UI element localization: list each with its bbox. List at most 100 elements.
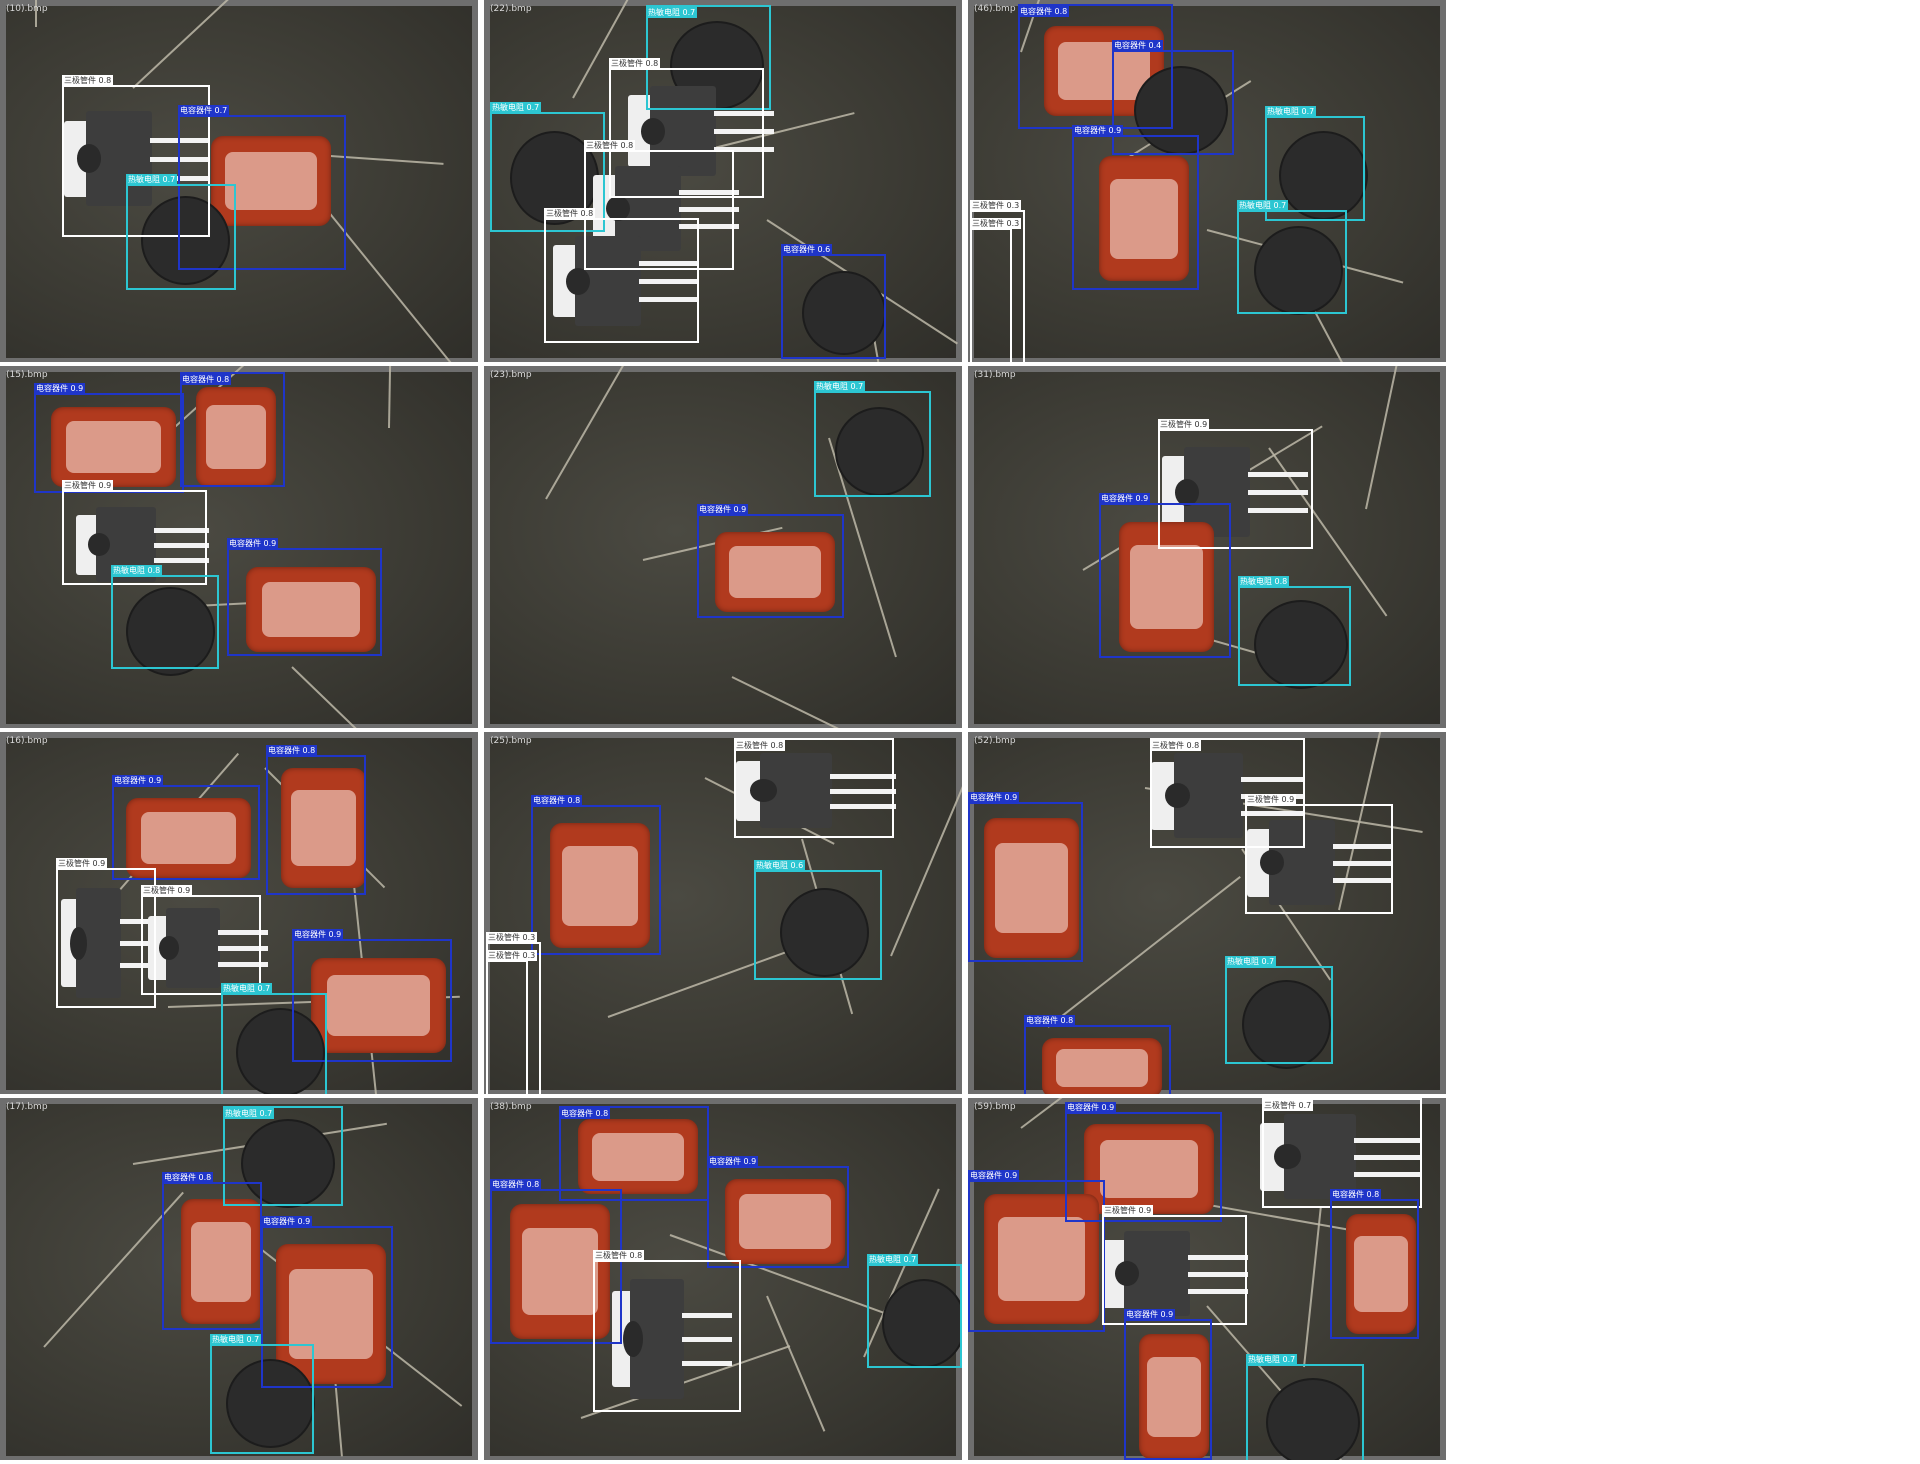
- tile-filename: (38).bmp: [490, 1102, 532, 1112]
- detection-label: 热敏电阻 0.7: [210, 1334, 262, 1345]
- capacitor-part: [1139, 1334, 1209, 1459]
- detection-box[interactable]: 电容器件 0.9: [112, 775, 260, 880]
- capacitor-marking: [141, 812, 236, 864]
- detection-box[interactable]: 电容器件 0.8: [531, 795, 661, 955]
- detection-box[interactable]: 热敏电阻 0.7: [126, 174, 236, 290]
- detection-label: 三极管件 0.9: [1158, 419, 1210, 430]
- detection-box[interactable]: 三极管件 0.8: [62, 75, 210, 237]
- detection-label: 电容器件 0.8: [1018, 6, 1070, 17]
- tile-photo: [974, 0, 1440, 362]
- capacitor-marking: [327, 975, 430, 1036]
- transistor-pin: [1240, 776, 1304, 782]
- transistor-pin: [829, 774, 896, 779]
- detection-box[interactable]: 电容器件 0.7: [178, 105, 346, 270]
- capacitor-part: [984, 1194, 1099, 1324]
- transistor-part: [628, 86, 775, 176]
- detection-box[interactable]: 热敏电阻 0.7: [223, 1106, 343, 1206]
- detection-box[interactable]: 三极管件 0.3: [486, 950, 538, 1094]
- detection-box[interactable]: 三极管件 0.9: [1158, 419, 1313, 549]
- transistor-pin: [1187, 1288, 1249, 1294]
- detection-box[interactable]: 电容器件 0.8: [180, 372, 285, 487]
- capacitor-marking: [289, 1269, 373, 1359]
- transistor-mount-hole: [158, 936, 179, 960]
- transistor-pin: [682, 1312, 732, 1318]
- detection-box[interactable]: 电容器件 0.8: [266, 745, 366, 895]
- detection-box[interactable]: 电容器件 0.8: [162, 1172, 262, 1330]
- capacitor-part: [1042, 1038, 1162, 1094]
- tile-filename: (15).bmp: [6, 370, 48, 380]
- detection-box[interactable]: 热敏电阻 0.7: [646, 5, 771, 110]
- detection-box[interactable]: 热敏电阻 0.7: [210, 1334, 314, 1454]
- detection-box[interactable]: 三极管件 0.9: [56, 858, 156, 1008]
- detection-box[interactable]: 电容器件 0.9: [1099, 493, 1231, 658]
- detection-box[interactable]: 热敏电阻 0.8: [111, 565, 219, 669]
- detection-box[interactable]: 电容器件 0.9: [261, 1216, 393, 1388]
- detection-box[interactable]: 三极管件 0.8: [734, 738, 894, 838]
- detection-box[interactable]: 电容器件 0.9: [34, 383, 184, 493]
- detection-box[interactable]: 电容器件 0.8: [490, 1179, 622, 1344]
- tile-filename: (46).bmp: [974, 4, 1016, 14]
- detection-box[interactable]: 电容器件 0.8: [559, 1106, 709, 1201]
- detection-box[interactable]: 三极管件 0.9: [141, 885, 261, 995]
- detection-box[interactable]: 三极管件 0.8: [544, 208, 699, 343]
- capacitor-marking: [997, 1217, 1086, 1301]
- detection-box[interactable]: 电容器件 0.9: [292, 929, 452, 1062]
- capacitor-part: [211, 136, 331, 226]
- detection-box[interactable]: 电容器件 0.8: [1330, 1189, 1419, 1339]
- tile-photo: [490, 366, 956, 728]
- detection-box[interactable]: 热敏电阻 0.7: [1246, 1354, 1364, 1460]
- detection-box[interactable]: 热敏电阻 0.7: [1237, 200, 1347, 314]
- detection-label: 电容器件 0.9: [1099, 493, 1151, 504]
- thermistor-part: [1279, 131, 1368, 220]
- detection-box[interactable]: 三极管件 0.8: [1150, 738, 1305, 848]
- transistor-part: [553, 236, 700, 326]
- detection-box[interactable]: 电容器件 0.9: [707, 1156, 849, 1268]
- detection-box[interactable]: 电容器件 0.9: [1124, 1309, 1212, 1460]
- transistor-pin: [119, 918, 161, 924]
- detection-label: 热敏电阻 0.7: [1237, 200, 1289, 211]
- detection-box[interactable]: 三极管件 0.9: [62, 480, 207, 585]
- tile-filename: (59).bmp: [974, 1102, 1016, 1112]
- detection-label: 三极管件 0.9: [141, 885, 193, 896]
- capacitor-marking: [205, 405, 267, 469]
- transistor-pin: [638, 279, 700, 285]
- detection-box[interactable]: 热敏电阻 0.7: [490, 102, 605, 232]
- detection-label: 三极管件 0.8: [62, 75, 114, 86]
- detection-box[interactable]: 电容器件 0.9: [1072, 125, 1199, 290]
- detection-box[interactable]: 电容器件 0.6: [781, 244, 886, 359]
- detection-box[interactable]: 电容器件 0.9: [697, 504, 844, 618]
- capacitor-part: [578, 1119, 698, 1194]
- transistor-pin: [218, 946, 268, 952]
- transistor-pin: [678, 206, 740, 212]
- detection-box[interactable]: 三极管件 0.9: [1245, 794, 1393, 914]
- transistor-pin: [1240, 810, 1304, 816]
- tile-filename: (22).bmp: [490, 4, 532, 14]
- capacitor-marking: [225, 152, 317, 210]
- tile-filename: (17).bmp: [6, 1102, 48, 1112]
- detection-box[interactable]: 三极管件 0.9: [1102, 1205, 1247, 1325]
- detection-label: 电容器件 0.8: [490, 1179, 542, 1190]
- detection-box[interactable]: 电容器件 0.8: [1024, 1015, 1171, 1094]
- detection-label: 电容器件 0.8: [1024, 1015, 1076, 1026]
- detection-box[interactable]: 热敏电阻 0.6: [754, 860, 882, 980]
- transistor-mount-hole: [70, 926, 87, 960]
- detection-box[interactable]: 电容器件 0.9: [227, 538, 382, 656]
- detection-box[interactable]: 电容器件 0.9: [968, 792, 1083, 962]
- detection-box[interactable]: 热敏电阻 0.7: [867, 1254, 962, 1368]
- detection-box[interactable]: 三极管件 0.3: [970, 218, 1022, 362]
- detection-box[interactable]: 热敏电阻 0.7: [1265, 106, 1365, 221]
- detection-box[interactable]: 热敏电阻 0.7: [1225, 956, 1333, 1064]
- detection-box[interactable]: 热敏电阻 0.7: [814, 381, 931, 497]
- detection-box[interactable]: 电容器件 0.4: [1112, 40, 1234, 155]
- component-lead-wire: [388, 366, 395, 429]
- detection-box[interactable]: 电容器件 0.9: [968, 1170, 1105, 1332]
- transistor-pin: [1353, 1154, 1420, 1160]
- detection-box[interactable]: 电容器件 0.9: [1065, 1102, 1222, 1222]
- detection-box[interactable]: 三极管件 0.7: [1262, 1098, 1422, 1208]
- detection-box[interactable]: 热敏电阻 0.8: [1238, 576, 1351, 686]
- detection-box[interactable]: 三极管件 0.8: [593, 1250, 741, 1412]
- image-tile: (16).bmp 电容器件 0.9 电容器件 0.8 三极管件 0.9 三极管件 0.9…: [0, 732, 478, 1094]
- detection-label: 电容器件 0.8: [266, 745, 318, 756]
- detection-box[interactable]: 三极管件 0.8: [609, 58, 764, 198]
- detection-box[interactable]: 热敏电阻 0.7: [221, 983, 327, 1094]
